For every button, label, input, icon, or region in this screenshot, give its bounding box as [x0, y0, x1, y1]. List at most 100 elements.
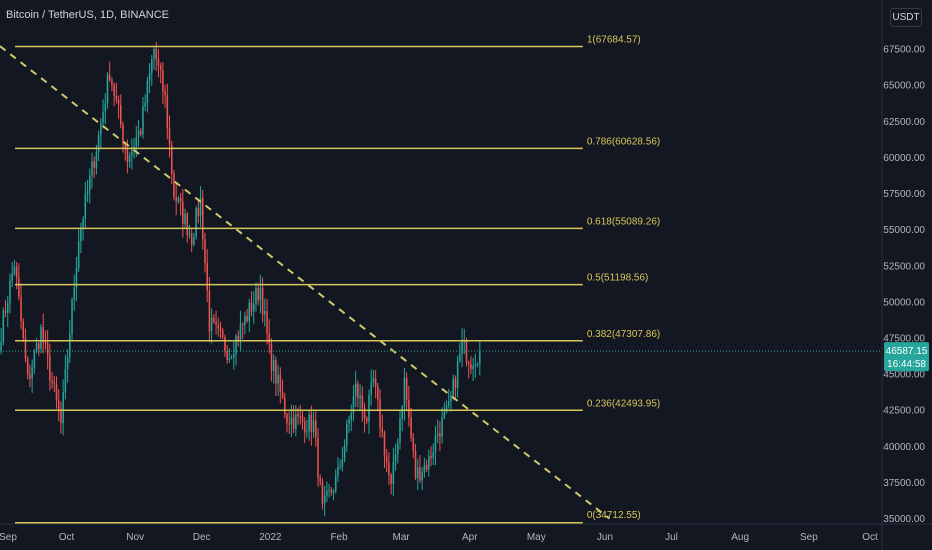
- candle-body: [390, 474, 392, 484]
- candle-body: [352, 396, 355, 414]
- trendline[interactable]: [0, 45, 611, 520]
- candle-body: [115, 95, 118, 100]
- candle-body: [33, 351, 36, 368]
- candle-body: [328, 490, 330, 492]
- currency-badge[interactable]: USDT: [890, 8, 922, 27]
- candle-body: [51, 380, 53, 383]
- fib-level-label: 1(67684.57): [587, 34, 641, 45]
- candle-body: [82, 218, 84, 228]
- price-axis-tick-label: 60000.00: [883, 153, 925, 164]
- candle-body: [377, 386, 379, 400]
- candle-body: [46, 342, 49, 356]
- time-axis-label: Sep: [800, 532, 818, 543]
- time-axis-label: Mar: [392, 532, 410, 543]
- candle-body: [447, 401, 450, 406]
- candle-body: [339, 466, 341, 468]
- candle-body: [135, 137, 138, 147]
- candle-body: [357, 383, 359, 398]
- candle-body: [151, 59, 153, 73]
- candle-body: [237, 335, 240, 340]
- time-axis-label: Sep: [0, 532, 17, 543]
- candle-body: [450, 395, 452, 402]
- candle-body: [159, 65, 162, 70]
- candle-body: [18, 277, 20, 297]
- candle-body: [439, 433, 441, 437]
- candle-body: [250, 302, 253, 312]
- candle-body: [170, 144, 173, 174]
- candle-body: [266, 310, 268, 334]
- candle-body: [235, 335, 237, 354]
- candle-body: [179, 198, 182, 202]
- price-axis-tick-label: 35000.00: [883, 514, 925, 525]
- candle-body: [423, 464, 426, 473]
- candle-body: [193, 237, 195, 245]
- candle-body: [270, 343, 273, 371]
- candle-body: [379, 399, 381, 429]
- time-axis-label: Nov: [126, 532, 144, 543]
- candle-body: [206, 263, 208, 291]
- candle-body: [425, 464, 428, 470]
- candle-body: [124, 143, 126, 149]
- candle-body: [299, 416, 302, 418]
- candle-body: [474, 364, 477, 367]
- candle-body: [11, 273, 13, 281]
- candle-body: [465, 340, 468, 363]
- price-axis-tick-label: 45000.00: [883, 370, 925, 381]
- candle-body: [20, 296, 22, 322]
- candle-body: [142, 106, 144, 135]
- candle-body: [210, 317, 213, 332]
- candle-body: [330, 490, 333, 493]
- candle-body: [86, 190, 89, 194]
- candle-body: [372, 378, 375, 383]
- candle-body: [292, 417, 295, 429]
- fib-level-label: 0(34712.55): [587, 510, 641, 521]
- candle-body: [44, 341, 47, 343]
- candle-body: [303, 421, 306, 433]
- candle-body: [175, 197, 177, 202]
- candle-body: [454, 378, 457, 389]
- candle-body: [31, 367, 33, 379]
- candle-body: [286, 414, 288, 424]
- candle-body: [323, 495, 326, 504]
- candle-body: [461, 340, 463, 354]
- candle-body: [221, 330, 224, 338]
- current-price-badge[interactable]: [884, 342, 929, 372]
- candle-body: [9, 280, 11, 304]
- candle-body: [122, 124, 124, 144]
- candle-body: [228, 357, 231, 360]
- candle-body: [104, 103, 107, 112]
- candle-body: [40, 326, 42, 349]
- candle-body: [394, 453, 397, 462]
- candle-body: [177, 198, 180, 202]
- symbol-title[interactable]: Bitcoin / TetherUS, 1D, BINANCE: [6, 9, 170, 21]
- candle-body: [201, 197, 204, 240]
- candle-body: [443, 411, 446, 418]
- candle-body: [226, 350, 228, 360]
- fib-level-label: 0.786(60628.56): [587, 136, 660, 147]
- candle-body: [197, 208, 200, 216]
- candle-body: [259, 287, 262, 301]
- candle-body: [106, 74, 109, 104]
- price-axis-tick-label: 37500.00: [883, 478, 925, 489]
- candle-body: [348, 419, 350, 424]
- candle-body: [111, 80, 113, 85]
- candle-body: [392, 461, 395, 484]
- candle-body: [144, 102, 146, 107]
- candle-body: [476, 363, 479, 365]
- candle-body: [326, 491, 328, 496]
- candle-body: [217, 324, 220, 329]
- candle-body: [385, 456, 388, 463]
- candle-body: [100, 122, 102, 135]
- candle-body: [157, 59, 160, 66]
- candle-body: [24, 337, 27, 359]
- fib-level-label: 0.5(51198.56): [587, 273, 649, 284]
- candle-body: [419, 467, 421, 481]
- candle-body: [29, 374, 31, 379]
- candle-body: [117, 99, 120, 105]
- candle-body: [359, 395, 361, 398]
- candle-body: [410, 417, 412, 438]
- candle-body: [403, 377, 406, 407]
- candle-body: [361, 395, 364, 408]
